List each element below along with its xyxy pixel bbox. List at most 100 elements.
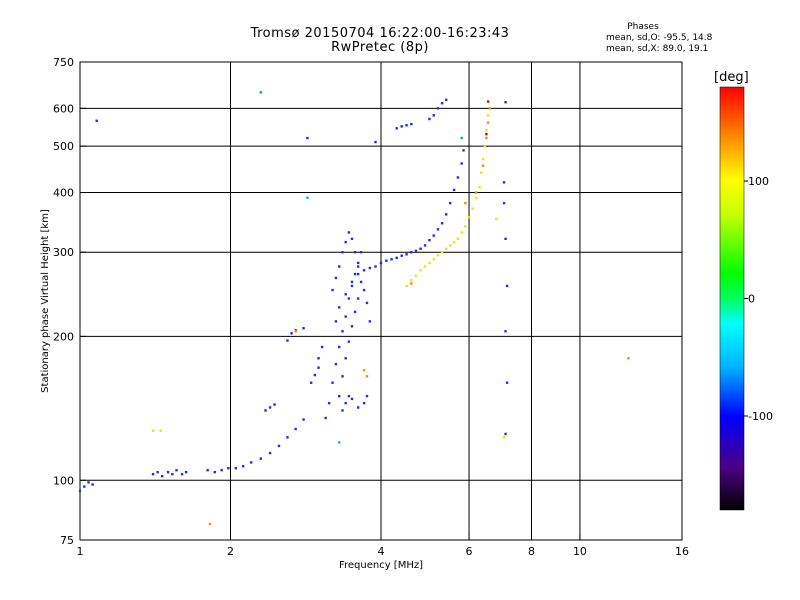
data-point xyxy=(362,368,366,372)
data-point xyxy=(362,401,366,405)
colorbar-tick-label: 100 xyxy=(748,175,769,188)
data-point xyxy=(353,310,357,314)
data-point xyxy=(478,186,481,189)
data-point xyxy=(159,429,162,432)
data-point xyxy=(175,468,178,472)
data-point xyxy=(156,470,159,474)
colorbar xyxy=(719,86,745,511)
data-point xyxy=(448,201,452,205)
data-point xyxy=(419,247,422,250)
data-point xyxy=(344,401,347,405)
data-point xyxy=(440,251,444,254)
data-point xyxy=(324,416,327,420)
data-point xyxy=(502,201,506,205)
colorbar-tick-label: 0 xyxy=(748,293,755,306)
data-point xyxy=(353,272,357,276)
data-point xyxy=(302,327,305,330)
data-point xyxy=(627,357,630,360)
data-point xyxy=(350,397,354,401)
data-point xyxy=(83,485,86,488)
data-point xyxy=(353,251,357,254)
data-point xyxy=(309,381,313,384)
data-point xyxy=(259,91,263,94)
data-point xyxy=(313,373,317,377)
data-point xyxy=(317,366,320,369)
data-point xyxy=(213,470,216,474)
data-point xyxy=(444,247,448,250)
data-point xyxy=(331,288,334,292)
data-point xyxy=(456,237,460,241)
data-point xyxy=(350,325,354,328)
data-point xyxy=(481,164,485,167)
data-point xyxy=(502,436,506,439)
data-point xyxy=(485,136,488,140)
x-tick-label: 16 xyxy=(675,545,689,558)
data-point xyxy=(444,98,448,102)
data-point xyxy=(436,107,440,110)
data-point xyxy=(385,259,388,262)
data-point xyxy=(368,266,372,270)
data-point xyxy=(151,472,155,476)
data-point xyxy=(234,466,238,470)
data-point xyxy=(249,461,253,464)
data-point xyxy=(347,394,351,398)
data-point xyxy=(365,301,369,305)
y-axis-label: Stationary phase Virtual Height [km] xyxy=(40,209,51,393)
data-point xyxy=(334,276,338,280)
data-point xyxy=(151,429,155,432)
data-point xyxy=(504,237,507,241)
data-point xyxy=(488,107,491,110)
data-point xyxy=(95,119,98,123)
chart-title-line2: RwPretec (8p) xyxy=(331,40,429,55)
x-tick-label: 4 xyxy=(378,545,385,558)
y-tick-label: 600 xyxy=(53,102,74,115)
data-point xyxy=(452,240,456,244)
data-point xyxy=(428,238,431,242)
data-point xyxy=(365,394,369,398)
data-point xyxy=(356,261,360,265)
data-point xyxy=(423,265,427,268)
data-point xyxy=(347,231,351,234)
data-point xyxy=(467,216,471,219)
data-point xyxy=(410,279,413,282)
grid-lines xyxy=(80,62,682,540)
data-point xyxy=(423,244,427,247)
data-point xyxy=(414,249,418,253)
phases-o-mode-stats: mean, sd,O: -95.5, 14.8 xyxy=(606,33,713,43)
data-point xyxy=(410,282,413,285)
y-tick-label: 100 xyxy=(53,474,74,487)
data-point xyxy=(474,191,478,194)
data-point xyxy=(338,345,341,349)
data-point xyxy=(362,288,366,292)
x-tick-label: 6 xyxy=(466,545,473,558)
data-point xyxy=(480,171,483,174)
data-point xyxy=(306,196,309,199)
y-tick-label: 300 xyxy=(53,246,74,259)
data-point xyxy=(359,280,363,284)
data-point xyxy=(504,100,507,104)
data-point xyxy=(286,339,289,342)
data-point xyxy=(486,121,490,124)
data-point xyxy=(485,132,488,136)
data-point xyxy=(464,225,467,228)
data-point xyxy=(166,470,170,474)
data-point xyxy=(474,196,478,199)
y-tick-label: 200 xyxy=(53,330,74,343)
y-tick-label: 750 xyxy=(53,56,74,69)
data-point xyxy=(432,258,435,261)
colorbar-tick-label: -100 xyxy=(748,410,773,423)
phases-x-mode-stats: mean, sd,X: 89.0, 19.1 xyxy=(606,44,709,54)
x-tick-label: 2 xyxy=(227,545,234,558)
data-point xyxy=(414,274,418,277)
data-point xyxy=(334,362,338,366)
data-point xyxy=(302,418,305,421)
data-point xyxy=(344,293,347,296)
data-point xyxy=(241,465,245,468)
data-point xyxy=(341,330,344,333)
x-axis-ticks: 1 2 4 6 8 10 16 xyxy=(77,534,689,558)
data-point xyxy=(405,124,408,127)
data-point xyxy=(483,144,486,148)
data-point xyxy=(379,261,383,265)
data-point xyxy=(504,432,507,436)
